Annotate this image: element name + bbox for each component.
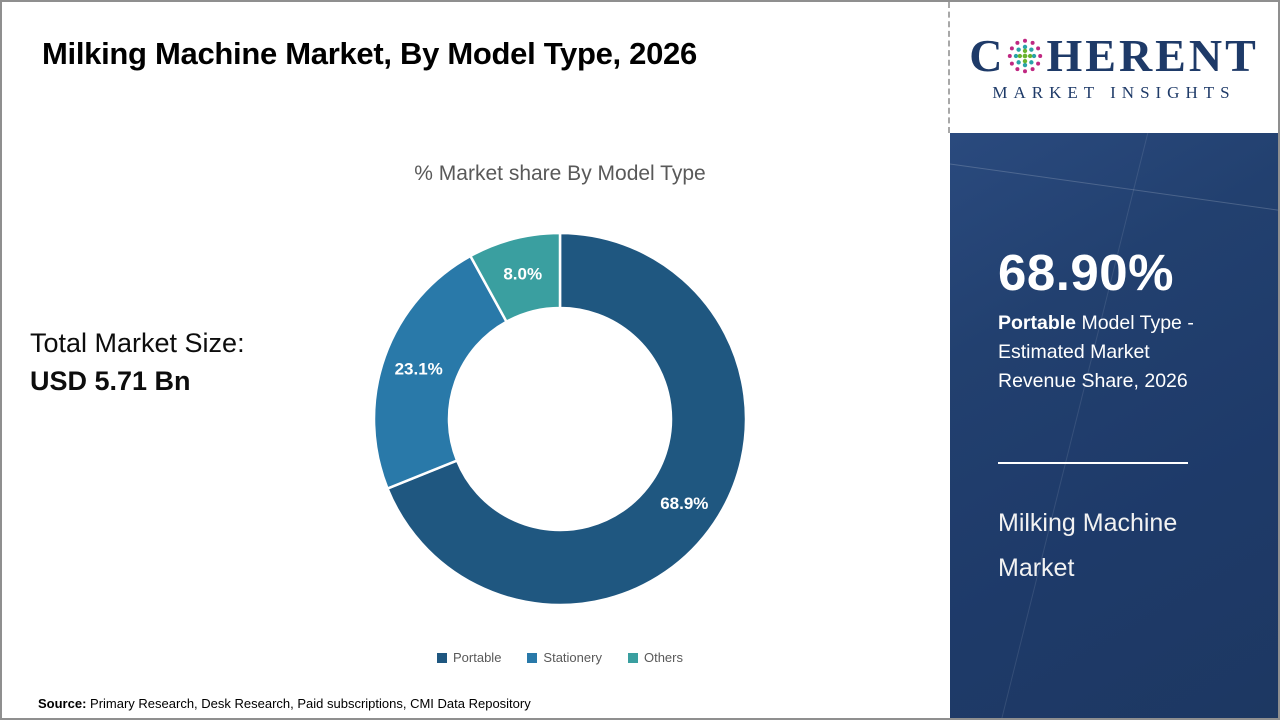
sidebar-panel: 68.90% Portable Model Type - Estimated M… [950, 133, 1278, 718]
chart-title: % Market share By Model Type [414, 162, 706, 185]
page-title: Milking Machine Market, By Model Type, 2… [42, 36, 697, 71]
chart-legend: Portable Stationery Others [340, 650, 780, 665]
source-text: Primary Research, Desk Research, Paid su… [86, 696, 531, 711]
legend-label: Others [643, 650, 683, 665]
donut-segment-others [468, 231, 562, 324]
legend-label: Stationery [543, 650, 602, 665]
logo-tagline: MARKET INSIGHTS [992, 82, 1236, 102]
legend-item-stationery: Stationery [527, 650, 602, 665]
brand-logo: C HERENT MARKET IN [950, 2, 1278, 133]
donut-segment-stationery [372, 254, 509, 491]
total-market-size-value: USD 5.71 Bn [30, 366, 191, 396]
legend-swatch-icon [527, 652, 538, 663]
sidebar-divider-line [998, 462, 1188, 464]
highlight-segment-name: Portable [998, 312, 1077, 334]
globe-dots-icon [1008, 38, 1043, 73]
highlight-description-rest: Model Type - Estimated Market Revenue Sh… [998, 312, 1194, 392]
slice-label-others: 8.0% [503, 265, 542, 284]
legend-swatch-icon [627, 652, 638, 663]
legend-swatch-icon [437, 652, 447, 663]
slice-label-portable: 68.9% [660, 494, 708, 513]
slice-label-stationery: 23.1% [395, 360, 443, 379]
sidebar-market-name: Milking Machine Market [998, 509, 1178, 582]
legend-label: Portable [453, 650, 502, 665]
highlight-percentage: 68.90% [998, 244, 1174, 301]
source-label: Source: [38, 696, 87, 711]
legend-item-portable: Portable [437, 650, 501, 665]
donut-segment-portable [385, 231, 748, 607]
logo-wordmark: C HERENT [969, 29, 1259, 81]
legend-item-others: Others [627, 650, 683, 665]
logo-letter-c: C [969, 29, 1006, 81]
donut-chart: 68.9% 23.1% 8.0% [372, 231, 748, 607]
highlight-description: Portable Model Type - Estimated Market R… [998, 309, 1228, 396]
header-dashed-divider [948, 2, 950, 133]
total-market-size-label: Total Market Size: [30, 328, 245, 358]
donut-chart-container: 68.9% 23.1% 8.0% [360, 219, 760, 619]
source-attribution: Source: Primary Research, Desk Research,… [38, 696, 531, 711]
logo-letters-herent: HERENT [1046, 29, 1259, 81]
